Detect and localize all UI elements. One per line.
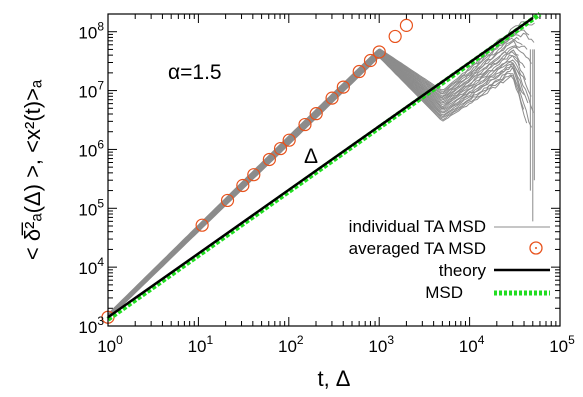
legend-swatch-averaged-dot bbox=[535, 247, 537, 249]
legend-swatch-averaged bbox=[529, 241, 543, 255]
x-tick-label: 104 bbox=[459, 333, 485, 356]
x-tick-label: 102 bbox=[278, 333, 304, 356]
series-theory bbox=[107, 16, 534, 319]
y-tick-label: 108 bbox=[78, 20, 104, 43]
series-individual-ta-msd bbox=[107, 21, 535, 320]
x-tick-label: 100 bbox=[97, 333, 123, 356]
x-tick-labels: 100 101 102 103 104 105 bbox=[97, 333, 575, 356]
x-tick-label: 103 bbox=[368, 333, 394, 356]
y-tick-labels: 103 104 105 106 107 108 bbox=[78, 20, 104, 337]
axis-ticks bbox=[107, 13, 560, 327]
x-axis-label: t, Δ bbox=[317, 366, 350, 391]
averaged-ta-msd-point bbox=[273, 141, 288, 156]
averaged-ta-msd-point bbox=[236, 178, 250, 193]
averaged-ta-msd-point bbox=[298, 117, 312, 132]
legend-label-theory: theory bbox=[439, 261, 487, 280]
averaged-ta-msd-point bbox=[336, 80, 350, 94]
averaged-ta-msd-point bbox=[220, 193, 235, 208]
plot-area bbox=[108, 14, 560, 326]
x-tick-label: 101 bbox=[188, 333, 214, 356]
averaged-ta-msd-point bbox=[247, 168, 261, 182]
averaged-ta-msd-point bbox=[363, 53, 378, 68]
theory-line bbox=[107, 16, 534, 319]
plot-frame bbox=[107, 13, 561, 327]
averaged-ta-msd-point bbox=[372, 45, 386, 59]
alpha-annotation: α=1.5 bbox=[168, 61, 222, 84]
individual-ta-msd-curve bbox=[107, 21, 535, 315]
y-tick-label: 105 bbox=[78, 196, 104, 219]
delta-annotation: Δ bbox=[304, 145, 318, 168]
legend-label-individual: individual TA MSD bbox=[349, 217, 486, 236]
y-axis-label: < δ̅²ₐ(Δ) >, <x²(t)>ₐ bbox=[20, 79, 45, 260]
y-tick-label: 104 bbox=[78, 255, 104, 278]
averaged-ta-msd-point bbox=[325, 91, 339, 105]
legend-label-averaged: averaged TA MSD bbox=[349, 239, 486, 258]
y-tick-label: 106 bbox=[78, 137, 104, 160]
y-tick-label: 107 bbox=[78, 79, 104, 102]
averaged-ta-msd-point bbox=[352, 64, 366, 79]
averaged-ta-msd-point bbox=[282, 133, 296, 147]
averaged-ta-msd-point bbox=[309, 107, 323, 121]
y-tick-label: 103 bbox=[78, 314, 104, 337]
averaged-ta-msd-point bbox=[262, 152, 276, 167]
averaged-ta-msd-point bbox=[195, 218, 209, 232]
averaged-ta-msd-point bbox=[399, 18, 414, 32]
legend: individual TA MSD averaged TA MSD theory… bbox=[349, 217, 550, 302]
x-tick-label: 105 bbox=[549, 333, 575, 356]
averaged-ta-msd-point bbox=[388, 29, 402, 44]
legend-label-msd: MSD bbox=[425, 283, 463, 302]
